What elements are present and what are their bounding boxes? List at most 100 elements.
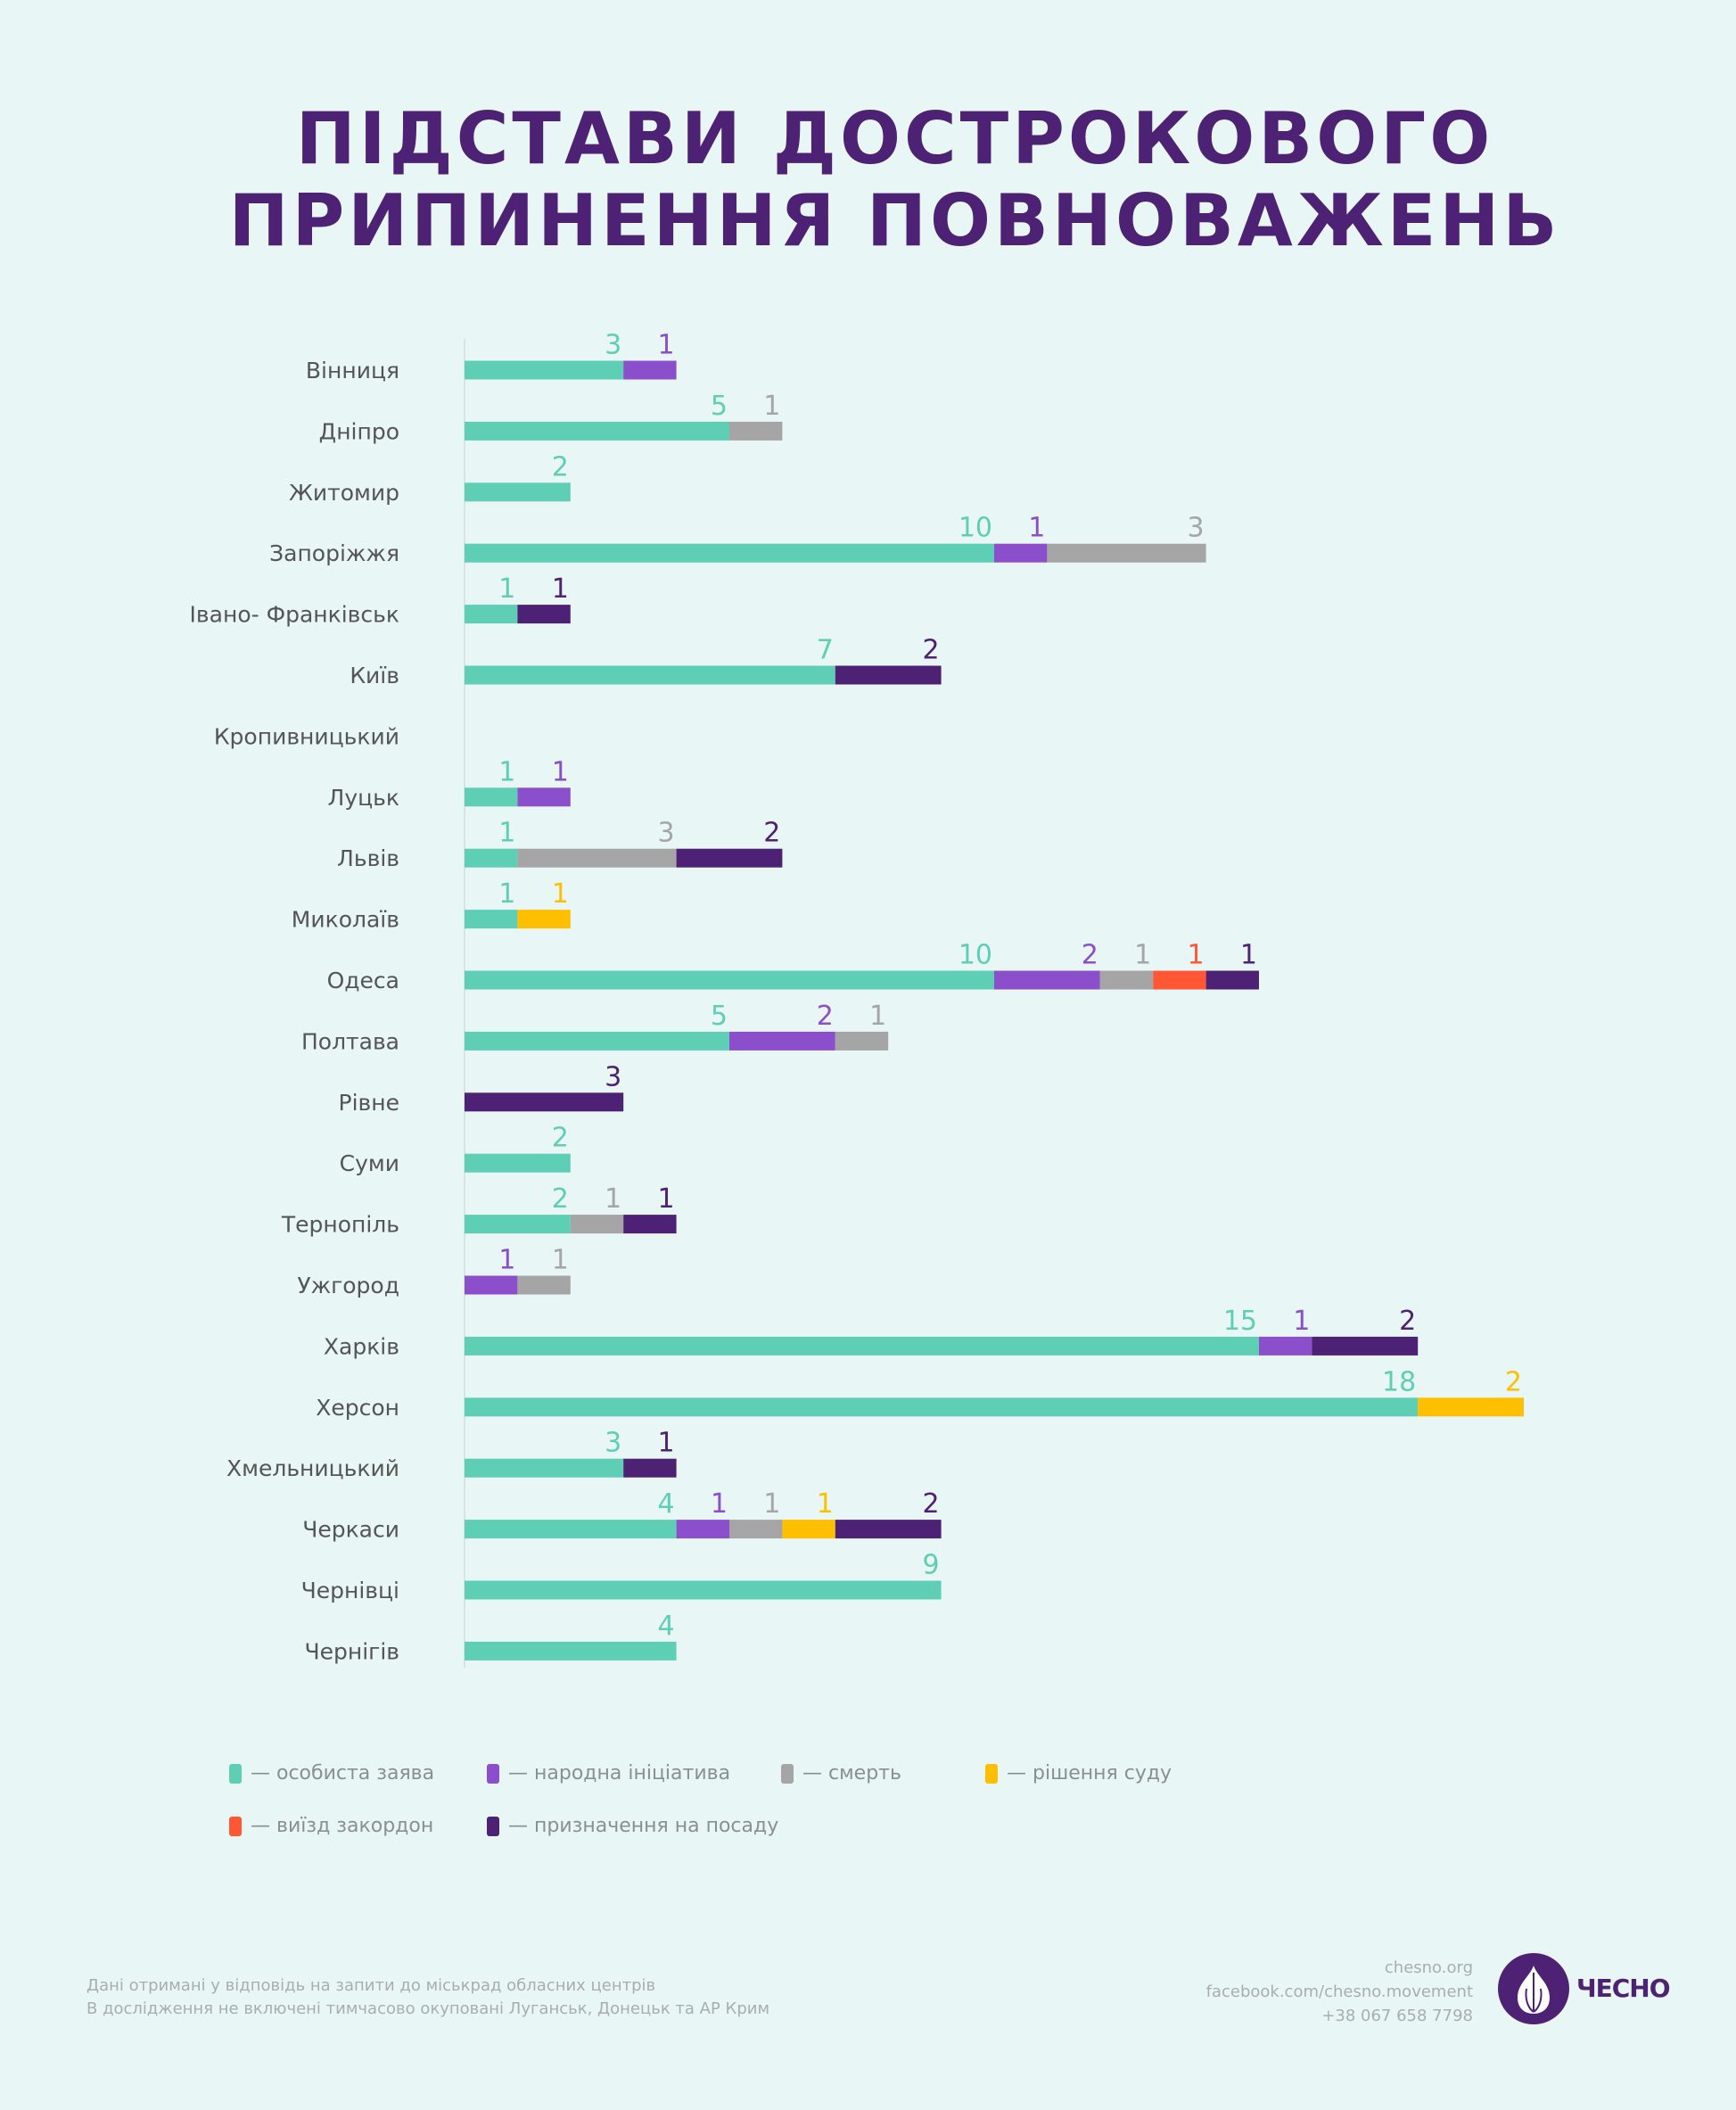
legend-label: — виїзд закордон xyxy=(251,1815,434,1837)
bar-segment xyxy=(465,605,518,624)
bar-segment xyxy=(465,665,835,685)
data-label: 5 xyxy=(711,1001,728,1032)
data-label: 1 xyxy=(658,1428,675,1459)
bar-segment xyxy=(835,665,942,685)
category-label: Чернівці xyxy=(301,1578,399,1603)
data-label: 15 xyxy=(1223,1306,1257,1337)
chesno-logo-icon xyxy=(1498,1953,1569,2024)
bar-segment xyxy=(465,1336,1259,1356)
bar-segment xyxy=(729,1520,783,1539)
bar-segment xyxy=(465,1092,624,1112)
bar-segment xyxy=(517,1275,571,1295)
data-label: 7 xyxy=(817,635,834,666)
footer-contacts: chesno.org facebook.com/chesno.movement … xyxy=(1206,1956,1473,2028)
bar-segment xyxy=(994,543,1048,563)
category-label: Ужгород xyxy=(297,1273,399,1298)
bar-segment xyxy=(1205,970,1259,990)
bar-segment xyxy=(623,1458,677,1478)
category-label: Миколаїв xyxy=(292,907,399,933)
bar-segment xyxy=(729,421,783,441)
data-label: 1 xyxy=(1293,1306,1310,1337)
data-label: 1 xyxy=(1188,940,1205,971)
chart-title: ПІДСТАВИ ДОСТРОКОВОГО ПРИПИНЕННЯ ПОВНОВА… xyxy=(0,98,1736,262)
data-label: 1 xyxy=(552,1245,569,1276)
data-label: 1 xyxy=(1134,940,1151,971)
bar-segment xyxy=(1259,1336,1312,1356)
category-label: Рівне xyxy=(339,1090,399,1116)
logo-text: ЧЕСНО xyxy=(1576,1974,1671,2003)
category-label: Хмельницький xyxy=(226,1455,399,1481)
phone-number: +38 067 658 7798 xyxy=(1321,2007,1473,2025)
footer-notes: Дані отримані у відповідь на запити до м… xyxy=(86,1974,769,2021)
data-label: 1 xyxy=(711,1488,728,1520)
legend-item: — народна ініціатива xyxy=(487,1762,730,1784)
category-label: Івано- Франківськ xyxy=(190,602,399,628)
bar-segment xyxy=(729,1031,835,1051)
data-label: 4 xyxy=(658,1488,675,1520)
bar-segment xyxy=(465,970,994,990)
data-label: 3 xyxy=(605,1061,621,1092)
data-label: 2 xyxy=(763,818,780,849)
data-label: 2 xyxy=(552,451,569,482)
data-label: 2 xyxy=(552,1183,569,1215)
footer-note-2: В дослідження не включені тимчасово окуп… xyxy=(86,1999,770,2018)
data-label: 2 xyxy=(923,635,940,666)
bar-segment xyxy=(1047,543,1206,563)
data-label: 1 xyxy=(498,573,515,605)
footer-note-1: Дані отримані у відповідь на запити до м… xyxy=(86,1976,656,1995)
legend-swatch-icon xyxy=(229,1763,242,1784)
legend-swatch-icon xyxy=(781,1763,794,1784)
data-label: 1 xyxy=(498,756,515,787)
bar-segment xyxy=(465,848,518,868)
data-label: 5 xyxy=(711,391,728,422)
bar-segment xyxy=(1153,970,1206,990)
legend-item: — рішення суду xyxy=(985,1762,1172,1784)
facebook-link[interactable]: facebook.com/chesno.movement xyxy=(1205,1982,1473,2001)
category-label: Львів xyxy=(337,845,399,871)
data-label: 3 xyxy=(658,818,675,849)
bar-segment xyxy=(465,1520,677,1539)
bar-segment xyxy=(465,787,518,807)
data-label: 1 xyxy=(1240,940,1257,971)
data-label: 2 xyxy=(1505,1366,1522,1397)
category-label: Київ xyxy=(350,663,399,688)
bar-segment xyxy=(1099,970,1154,990)
data-label: 1 xyxy=(498,1245,515,1276)
stacked-bar-chart: Вінниця 3 1 Дніпро 5 1 Житомир 2 Запоріжжя 10 1 3 Ів… xyxy=(190,330,1524,1668)
bar-segment xyxy=(570,1215,624,1234)
bar-segment xyxy=(465,1458,624,1478)
data-label: 2 xyxy=(1082,940,1098,971)
bar-segment xyxy=(465,1153,571,1173)
data-label: 1 xyxy=(552,756,569,787)
data-label: 18 xyxy=(1382,1366,1416,1397)
bar-segment xyxy=(465,360,624,380)
bar-segment xyxy=(465,1275,518,1295)
category-label: Одеса xyxy=(327,968,399,993)
data-label: 2 xyxy=(817,1001,834,1032)
data-label: 1 xyxy=(869,1001,886,1032)
data-label: 2 xyxy=(552,1123,569,1154)
legend-label: — народна ініціатива xyxy=(508,1762,731,1784)
bar-segment xyxy=(782,1520,835,1539)
data-label: 2 xyxy=(1399,1306,1416,1337)
bar-segment xyxy=(465,1031,729,1051)
bar-segment xyxy=(835,1031,889,1051)
data-label: 10 xyxy=(959,513,992,544)
legend-swatch-icon xyxy=(487,1763,499,1784)
legend-label: — призначення на посаду xyxy=(508,1815,779,1837)
legend-item: — виїзд закордон xyxy=(229,1815,433,1837)
legend-swatch-icon xyxy=(985,1763,998,1784)
category-label: Житомир xyxy=(289,480,399,506)
bar-segment xyxy=(994,970,1100,990)
bar-segment xyxy=(676,1520,729,1539)
title-line-2: ПРИПИНЕННЯ ПОВНОВАЖЕНЬ xyxy=(228,179,1561,262)
data-label: 1 xyxy=(552,573,569,605)
bar-segment xyxy=(465,1580,942,1600)
bar-segment xyxy=(465,543,994,563)
bar-segment xyxy=(517,910,571,929)
legend-item: — смерть xyxy=(781,1762,901,1784)
data-label: 1 xyxy=(552,878,569,910)
legend-label: — особиста заява xyxy=(251,1762,435,1784)
data-label: 4 xyxy=(658,1611,675,1642)
website-link[interactable]: chesno.org xyxy=(1384,1958,1473,1977)
